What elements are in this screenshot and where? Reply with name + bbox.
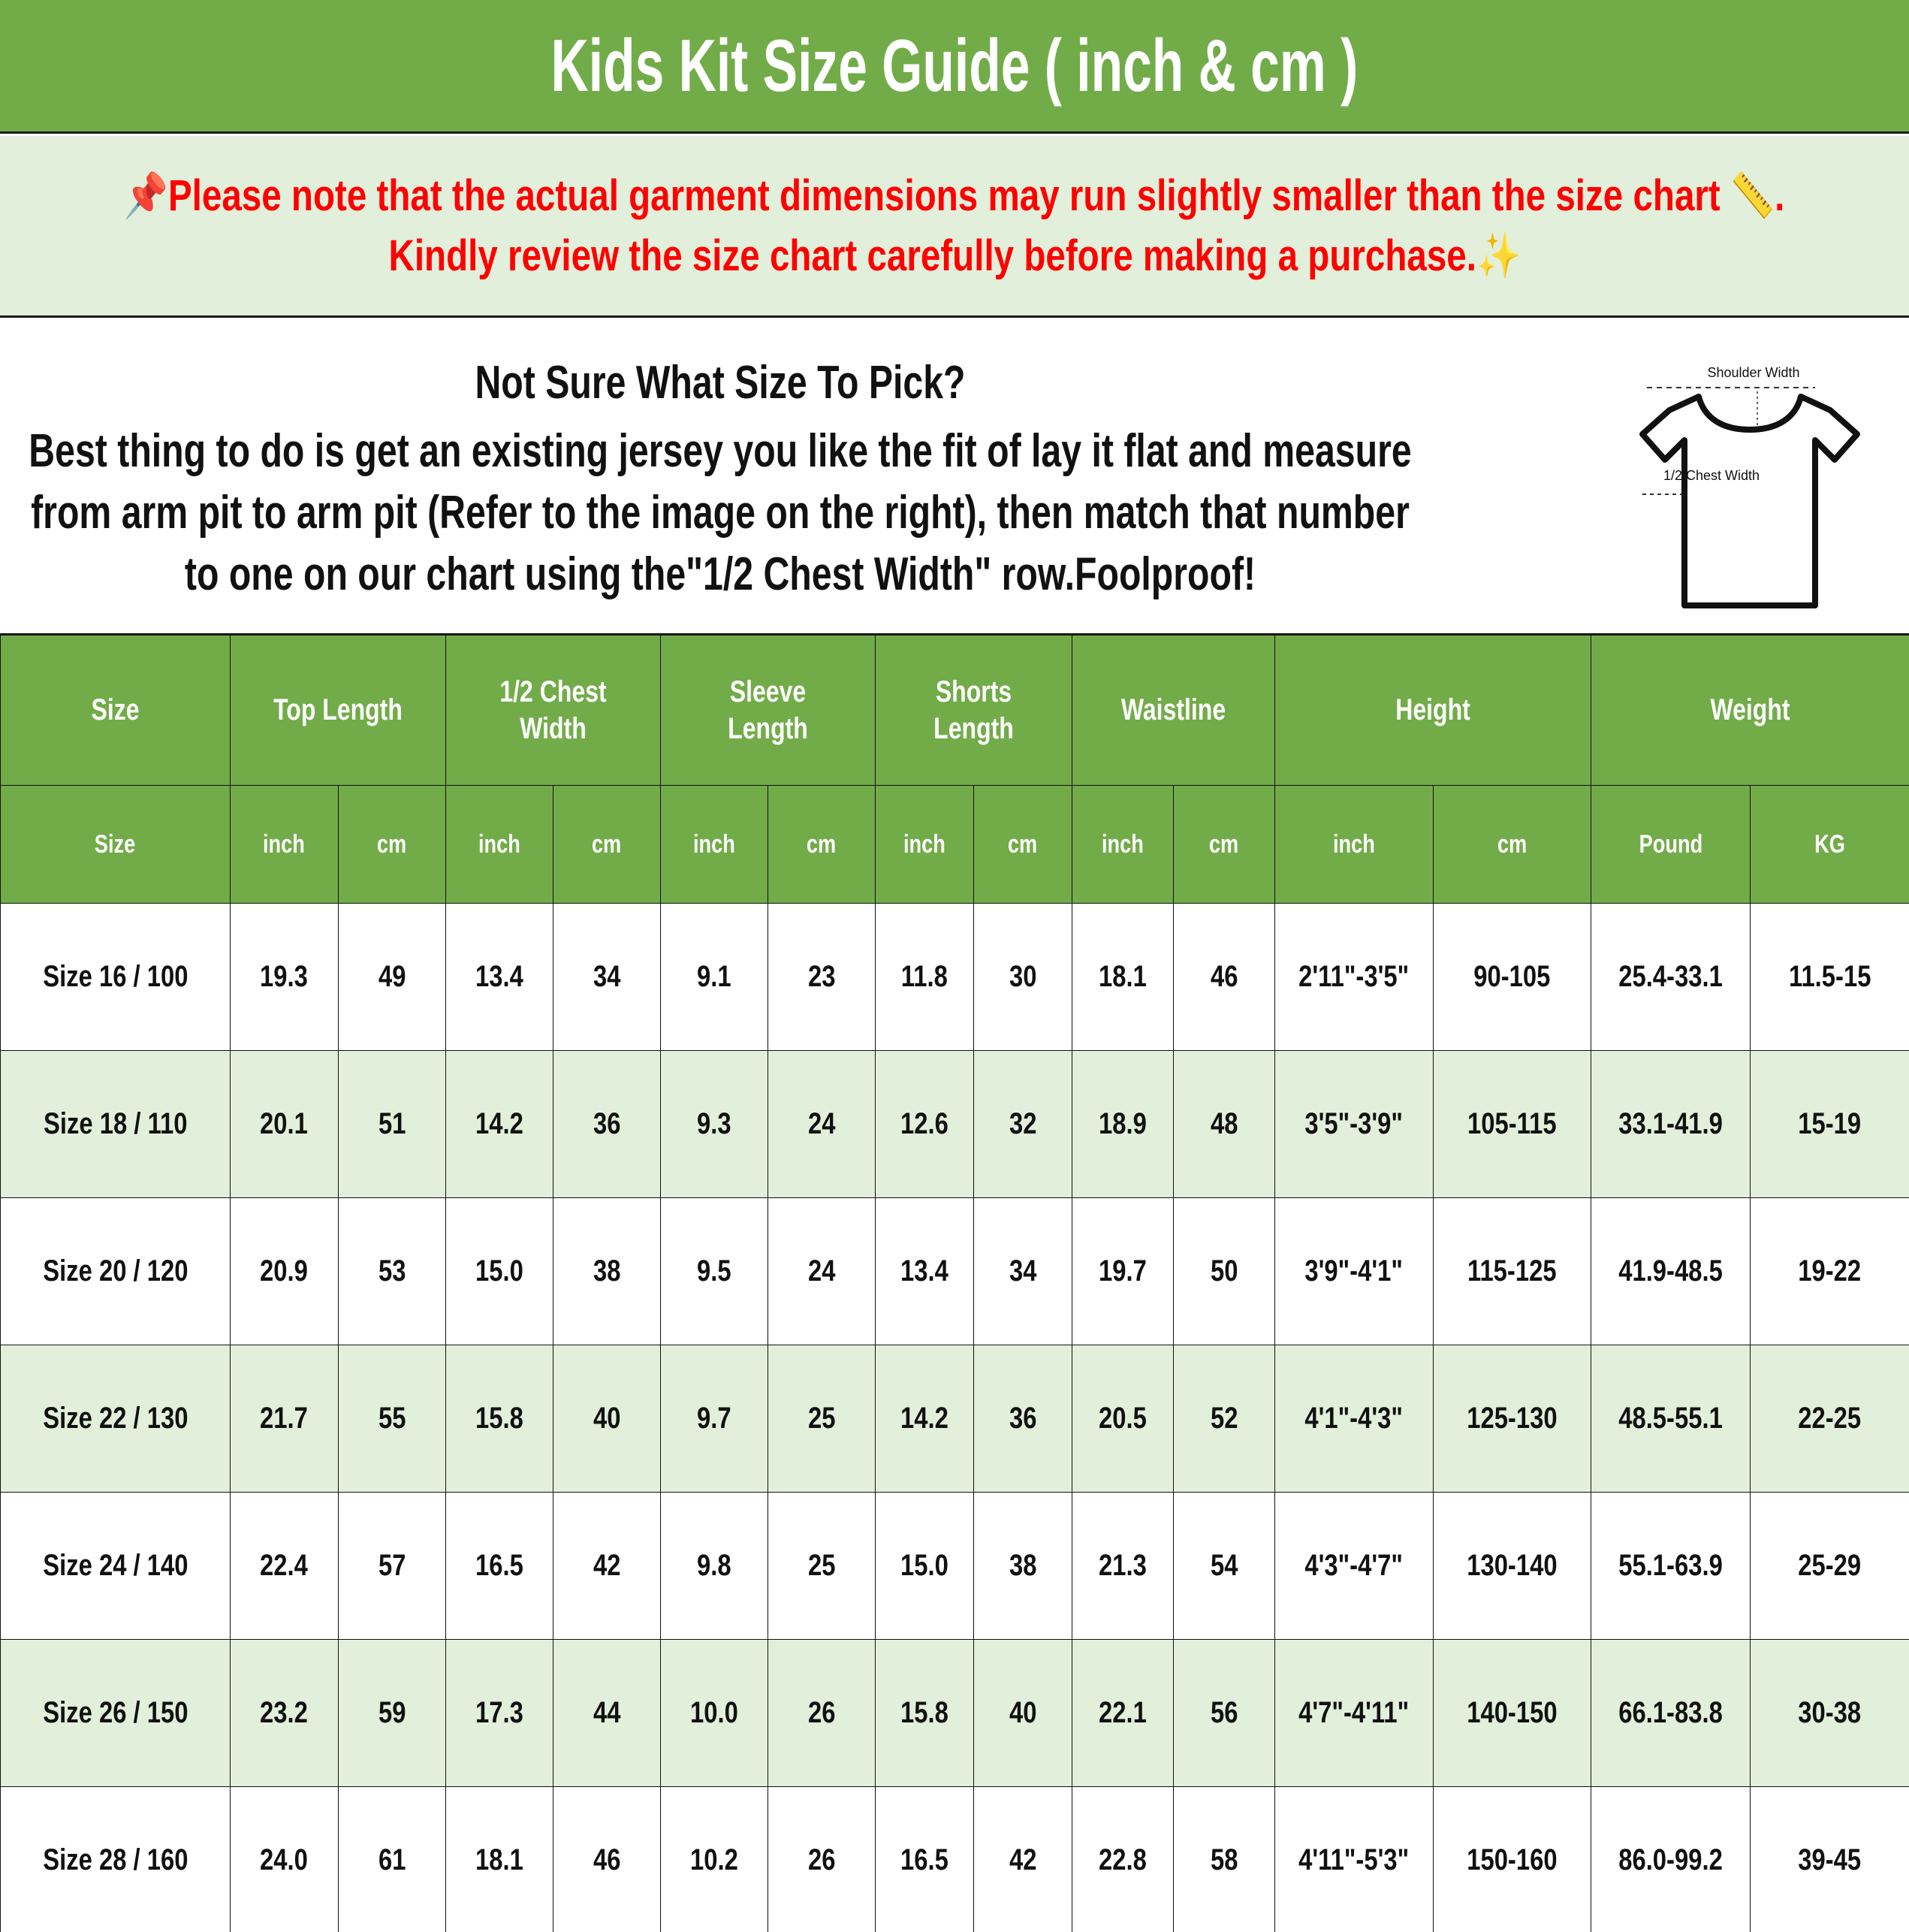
svg-text:Shoulder Width: Shoulder Width (1707, 365, 1799, 380)
svg-text:1/2 Chest Width: 1/2 Chest Width (1663, 468, 1760, 483)
